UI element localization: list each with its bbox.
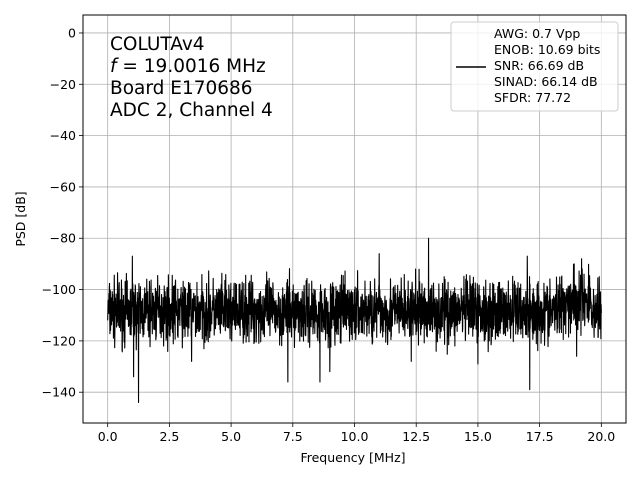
y-axis-label: PSD [dB] <box>13 191 28 246</box>
x-tick-label: 2.5 <box>159 429 179 444</box>
legend-line-snr: SNR: 66.69 dB <box>494 58 584 73</box>
legend-line-enob: ENOB: 10.69 bits <box>494 42 600 57</box>
legend-box <box>450 21 619 112</box>
legend-line-sinad: SINAD: 66.14 dB <box>494 74 598 89</box>
y-tick-label: −140 <box>42 385 76 400</box>
annotation-box: COLUTAv4 f = 19.0016 MHz Board E170686 A… <box>110 34 273 121</box>
y-tick-label: −20 <box>50 77 76 92</box>
y-tick-label: 0 <box>68 25 76 40</box>
x-tick-label: 17.5 <box>526 429 554 444</box>
psd-series <box>107 237 602 404</box>
y-tick-label: −120 <box>42 333 76 348</box>
y-tick-label: −40 <box>50 128 76 143</box>
x-axis: 0.0 2.5 5.0 7.5 10.0 12.5 15.0 17.5 20.0 <box>98 423 615 444</box>
annotation-line-2: f = 19.0016 MHz <box>110 56 266 77</box>
y-tick-label: −80 <box>50 231 76 246</box>
legend-line-sfdr: SFDR: 77.72 <box>494 90 571 105</box>
x-tick-label: 0.0 <box>98 429 118 444</box>
legend: AWG: 0.7 Vpp ENOB: 10.69 bits SNR: 66.69… <box>450 21 619 112</box>
x-tick-label: 12.5 <box>402 429 430 444</box>
annotation-line-3: Board E170686 <box>110 78 253 99</box>
psd-line <box>107 237 602 404</box>
x-tick-label: 10.0 <box>341 429 369 444</box>
y-axis: 0 −20 −40 −60 −80 −100 −120 −140 <box>42 25 83 400</box>
y-tick-label: −100 <box>42 282 76 297</box>
x-tick-label: 7.5 <box>283 429 303 444</box>
legend-line-awg: AWG: 0.7 Vpp <box>494 26 580 41</box>
x-axis-label: Frequency [MHz] <box>300 450 405 465</box>
x-tick-label: 5.0 <box>221 429 241 444</box>
x-tick-label: 15.0 <box>464 429 492 444</box>
annotation-frequency-symbol: f <box>110 56 119 77</box>
annotation-line-1: COLUTAv4 <box>110 34 205 55</box>
y-tick-label: −60 <box>50 179 76 194</box>
annotation-line-4: ADC 2, Channel 4 <box>110 100 273 121</box>
x-tick-label: 20.0 <box>587 429 615 444</box>
annotation-frequency-value: = 19.0016 MHz <box>117 56 266 77</box>
